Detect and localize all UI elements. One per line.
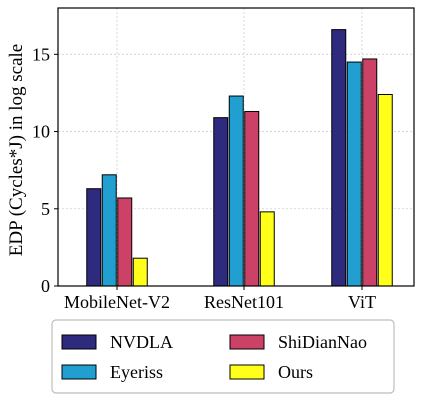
legend-label-ours: Ours — [278, 362, 313, 382]
bar-shidiannao-vit — [362, 58, 378, 287]
legend-swatch-eyeriss — [61, 364, 97, 380]
bar-shidiannao-mobilenet-v2 — [117, 197, 133, 287]
legend: NVDLA Eyeriss ShiDianNao Ours — [51, 319, 395, 394]
y-axis-title: EDP (Cycles*J) in log scale — [6, 44, 27, 256]
legend-swatch-ours — [229, 364, 265, 380]
x-tick-label: ResNet101 — [204, 292, 284, 312]
y-axis-ticks: 0 5 10 15 — [32, 44, 58, 296]
bar-eyeriss-vit — [346, 61, 362, 287]
y-tick-label: 5 — [41, 199, 50, 219]
bar-shidiannao-resnet101 — [244, 110, 260, 287]
legend-label-shidiannao: ShiDianNao — [278, 332, 367, 352]
bar-eyeriss-resnet101 — [228, 95, 244, 287]
x-tick-label: MobileNet-V2 — [64, 292, 170, 312]
legend-frame — [51, 319, 395, 394]
y-tick-label: 10 — [32, 122, 50, 142]
y-tick-label: 0 — [41, 276, 50, 296]
y-tick-label: 15 — [32, 44, 50, 64]
legend-label-nvdla: NVDLA — [110, 332, 173, 352]
bar-ours-resnet101 — [259, 211, 275, 287]
x-tick-label: ViT — [348, 292, 376, 312]
bars-group — [86, 29, 393, 287]
bar-ours-mobilenet-v2 — [132, 257, 148, 287]
bar-nvdla-mobilenet-v2 — [86, 188, 102, 287]
bar-eyeriss-mobilenet-v2 — [101, 174, 117, 287]
legend-swatch-nvdla — [61, 334, 97, 350]
bar-nvdla-vit — [331, 29, 347, 287]
bar-ours-vit — [377, 93, 393, 287]
plot-frame — [57, 7, 415, 287]
legend-label-eyeriss: Eyeriss — [110, 362, 163, 382]
legend-swatch-shidiannao — [229, 334, 265, 350]
x-axis-ticks: MobileNet-V2 ResNet101 ViT — [64, 286, 376, 312]
bar-nvdla-resnet101 — [213, 117, 229, 287]
